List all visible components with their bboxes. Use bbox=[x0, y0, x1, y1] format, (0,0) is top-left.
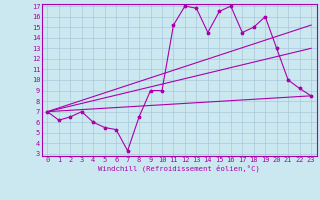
X-axis label: Windchill (Refroidissement éolien,°C): Windchill (Refroidissement éolien,°C) bbox=[98, 165, 260, 172]
